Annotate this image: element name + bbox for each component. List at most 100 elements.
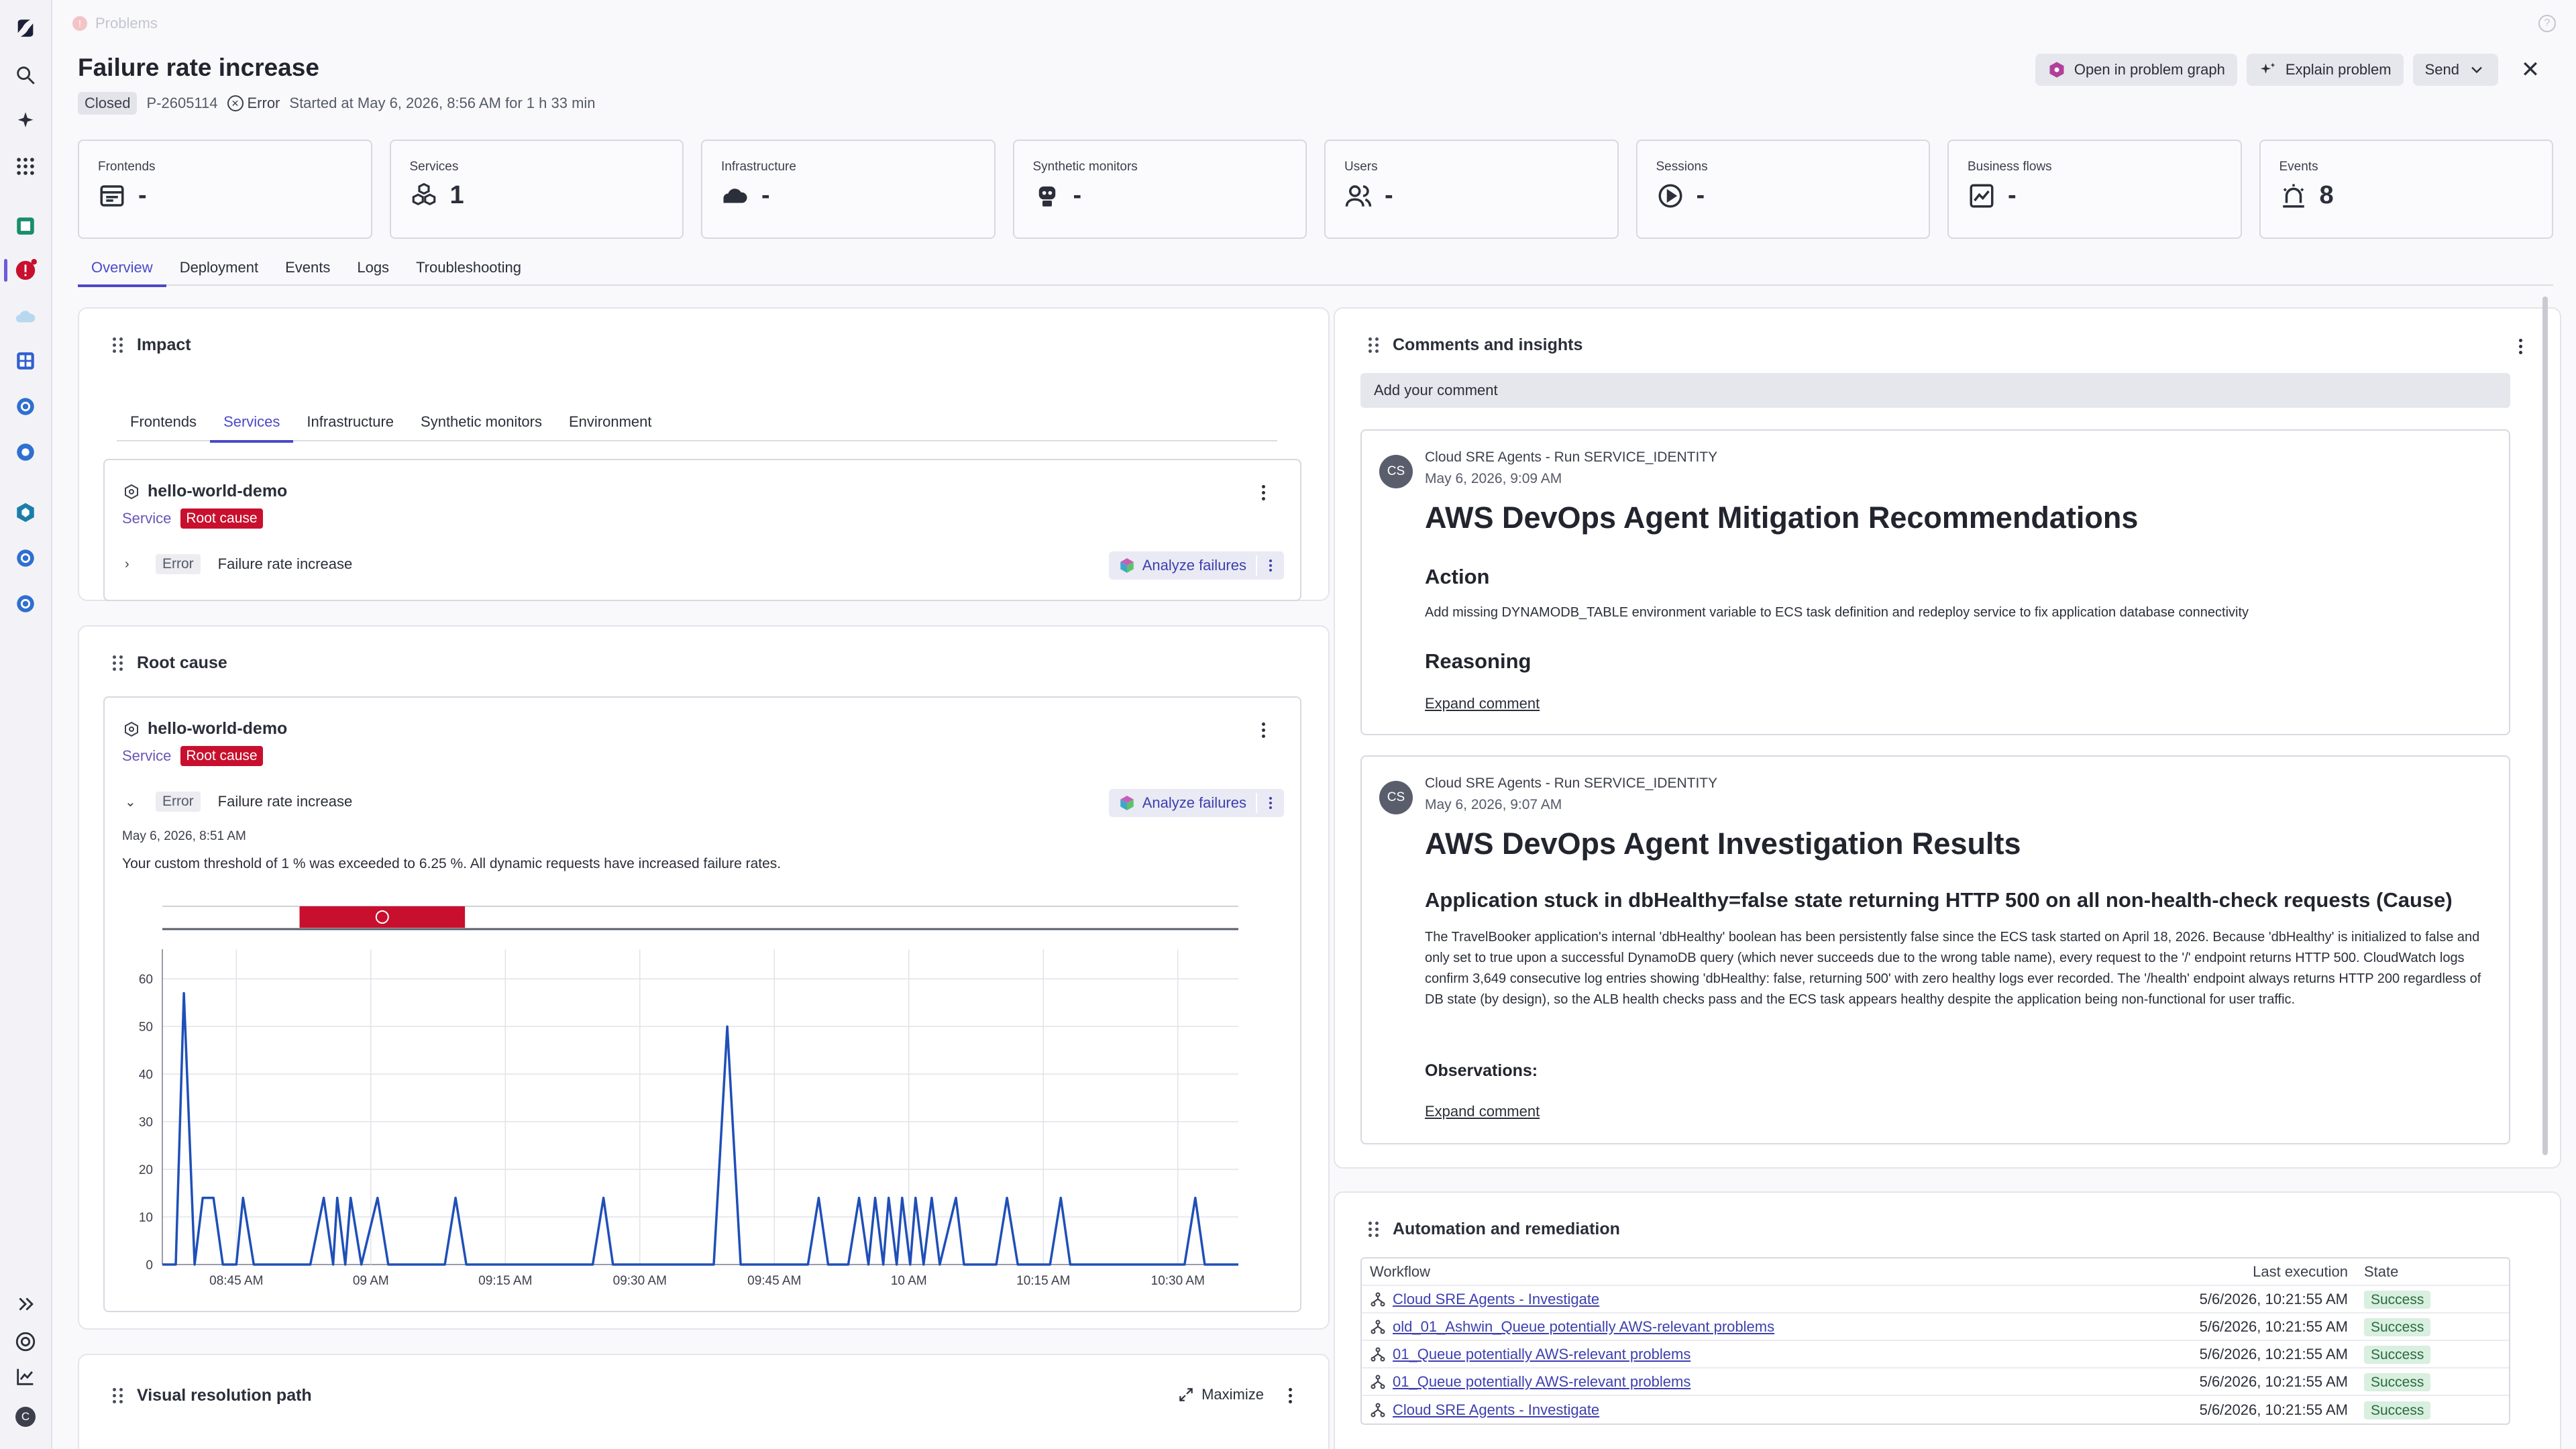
drag-handle-icon[interactable] bbox=[113, 1387, 123, 1404]
failure-rate-series-line[interactable] bbox=[162, 991, 1238, 1266]
expand-rail-icon[interactable] bbox=[11, 1289, 40, 1319]
automation-title: Automation and remediation bbox=[1393, 1220, 1620, 1238]
more-options-icon[interactable] bbox=[2510, 333, 2530, 360]
analyze-more-icon[interactable] bbox=[1257, 559, 1284, 572]
reports-icon[interactable] bbox=[11, 1362, 40, 1391]
workflow-link[interactable]: Cloud SRE Agents - Investigate bbox=[1393, 1401, 1600, 1418]
failure-rate-chart: 0 10 20 30 40 50 60 08:45 AM 09 AM 09:15 AM 09:30 … bbox=[122, 902, 1256, 1298]
expand-comment-link[interactable]: Expand comment bbox=[1425, 1103, 1540, 1120]
analyze-failures-button[interactable]: Analyze failures bbox=[1108, 789, 1284, 817]
breadcrumb[interactable]: ! Problems bbox=[72, 15, 158, 32]
stat-frontends[interactable]: Frontends - bbox=[78, 140, 372, 239]
analyze-more-icon[interactable] bbox=[1257, 797, 1284, 809]
help-icon[interactable]: ? bbox=[2538, 15, 2556, 32]
tab-troubleshooting[interactable]: Troubleshooting bbox=[416, 259, 522, 276]
impact-tab-infrastructure[interactable]: Infrastructure bbox=[307, 413, 394, 430]
stat-infrastructure[interactable]: Infrastructure - bbox=[701, 140, 996, 239]
ai-sparkle-icon[interactable] bbox=[11, 106, 40, 136]
comments-header: Comments and insights bbox=[1368, 335, 1582, 355]
workflow-link[interactable]: old_01_Ashwin_Queue potentially AWS-rele… bbox=[1393, 1318, 1775, 1335]
maximize-button[interactable]: Maximize bbox=[1177, 1386, 1264, 1403]
stat-label: Infrastructure bbox=[721, 160, 796, 174]
dashboards-app-icon[interactable] bbox=[11, 346, 40, 376]
service-name[interactable]: hello-world-demo bbox=[123, 719, 287, 739]
service-type-row: Service Root cause bbox=[122, 746, 263, 766]
maximize-label: Maximize bbox=[1201, 1386, 1264, 1403]
column-last-execution[interactable]: Last execution bbox=[2253, 1263, 2348, 1280]
stat-services[interactable]: Services 1 bbox=[389, 140, 684, 239]
stat-users[interactable]: Users - bbox=[1324, 140, 1619, 239]
page-scrollbar[interactable] bbox=[2542, 297, 2548, 1155]
analyze-failures-button[interactable]: Analyze failures bbox=[1108, 551, 1284, 580]
open-problem-graph-button[interactable]: Open in problem graph bbox=[2035, 54, 2237, 86]
problem-window-icon bbox=[375, 910, 389, 924]
x-tick-label: 09:45 AM bbox=[747, 1274, 801, 1288]
workflow-link[interactable]: 01_Queue potentially AWS-relevant proble… bbox=[1393, 1345, 1691, 1362]
x-tick-label: 09 AM bbox=[353, 1274, 389, 1288]
apps-grid-icon[interactable] bbox=[11, 152, 40, 181]
user-avatar[interactable]: C bbox=[11, 1402, 40, 1432]
more-options-icon[interactable] bbox=[1253, 479, 1273, 506]
problem-window-bar[interactable] bbox=[299, 906, 466, 928]
workflow-icon bbox=[1371, 1375, 1385, 1389]
impact-tab-synthetic-monitors[interactable]: Synthetic monitors bbox=[421, 413, 542, 430]
column-workflow[interactable]: Workflow bbox=[1370, 1263, 1431, 1280]
stat-business-flows[interactable]: Business flows - bbox=[1947, 140, 2242, 239]
impact-tab-frontends[interactable]: Frontends bbox=[130, 413, 197, 430]
root-cause-badge: Root cause bbox=[180, 746, 263, 766]
active-app-indicator bbox=[4, 259, 7, 282]
problems-app-icon[interactable] bbox=[11, 256, 40, 285]
page-title: Failure rate increase bbox=[78, 54, 319, 81]
drag-handle-icon[interactable] bbox=[113, 655, 123, 672]
impact-tab-environment[interactable]: Environment bbox=[569, 413, 652, 430]
tab-events[interactable]: Events bbox=[285, 259, 331, 276]
kubernetes-app-icon[interactable] bbox=[11, 498, 40, 527]
drag-handle-icon[interactable] bbox=[1368, 337, 1379, 354]
comment-subheading: Action bbox=[1425, 565, 1490, 588]
error-row[interactable]: › Error Failure rate increase bbox=[125, 554, 352, 574]
stat-events[interactable]: Events 8 bbox=[2259, 140, 2553, 239]
more-options-icon[interactable] bbox=[1280, 1382, 1300, 1409]
agent2-app-icon[interactable] bbox=[11, 543, 40, 573]
more-options-icon[interactable] bbox=[1253, 716, 1273, 743]
tab-overview[interactable]: Overview bbox=[78, 250, 166, 287]
agent-app-icon[interactable] bbox=[11, 392, 40, 421]
column-state[interactable]: State bbox=[2364, 1263, 2399, 1280]
expand-comment-link[interactable]: Expand comment bbox=[1425, 695, 1540, 712]
comment-date: May 6, 2026, 9:09 AM bbox=[1425, 471, 1562, 486]
state-badge: Success bbox=[2364, 1373, 2431, 1391]
impact-tab-services[interactable]: Services bbox=[210, 402, 294, 443]
x-tick-label: 10:15 AM bbox=[1016, 1274, 1070, 1288]
settings-app-icon[interactable] bbox=[11, 437, 40, 467]
root-cause-title: Root cause bbox=[137, 653, 227, 672]
search-icon[interactable] bbox=[11, 60, 40, 90]
chevron-right-icon[interactable]: › bbox=[125, 556, 129, 572]
automation-header: Automation and remediation bbox=[1368, 1220, 1620, 1239]
support-icon[interactable] bbox=[11, 1327, 40, 1356]
drag-handle-icon[interactable] bbox=[113, 337, 123, 354]
dynatrace-logo-icon[interactable] bbox=[11, 13, 40, 43]
stat-sessions[interactable]: Sessions - bbox=[1635, 140, 1930, 239]
explain-problem-button[interactable]: Explain problem bbox=[2246, 54, 2404, 86]
cloud-app-icon[interactable] bbox=[11, 302, 40, 331]
spreadsheet-app-icon[interactable] bbox=[11, 211, 40, 241]
stat-value: - bbox=[2008, 181, 2017, 209]
chevron-down-icon[interactable]: ⌄ bbox=[125, 794, 136, 810]
tab-logs[interactable]: Logs bbox=[357, 259, 390, 276]
state-badge: Success bbox=[2364, 1401, 2431, 1419]
add-comment-input[interactable]: Add your comment bbox=[1360, 373, 2510, 408]
robot-icon bbox=[1038, 186, 1055, 207]
agent3-app-icon[interactable] bbox=[11, 589, 40, 619]
drag-handle-icon[interactable] bbox=[1368, 1221, 1379, 1238]
stat-synthetic-monitors[interactable]: Synthetic monitors - bbox=[1012, 140, 1307, 239]
comment-subheading: Reasoning bbox=[1425, 649, 1532, 673]
workflow-link[interactable]: Cloud SRE Agents - Investigate bbox=[1393, 1290, 1600, 1307]
service-name[interactable]: hello-world-demo bbox=[123, 482, 287, 501]
send-button[interactable]: Send bbox=[2412, 54, 2498, 86]
close-icon[interactable]: ✕ bbox=[2520, 57, 2540, 83]
x-tick-label: 09:30 AM bbox=[613, 1274, 667, 1288]
failure-rate-chart-svg[interactable]: 0 10 20 30 40 50 60 08:45 AM 09 AM 09:15 AM 09:30 … bbox=[122, 902, 1256, 1298]
workflow-link[interactable]: 01_Queue potentially AWS-relevant proble… bbox=[1393, 1373, 1691, 1390]
error-row[interactable]: ⌄ Error Failure rate increase bbox=[125, 792, 352, 812]
tab-deployment[interactable]: Deployment bbox=[179, 259, 259, 276]
